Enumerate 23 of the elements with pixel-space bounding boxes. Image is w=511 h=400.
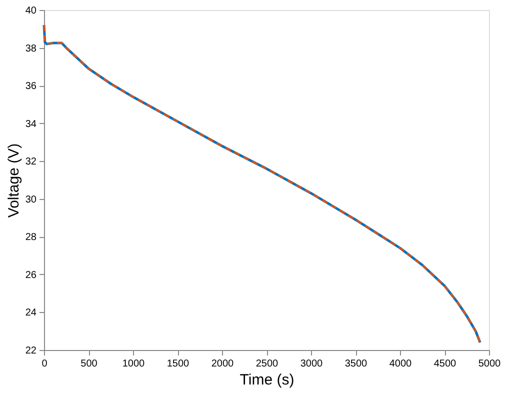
x-tick-label: 0: [42, 358, 48, 370]
x-tick-label: 2000: [211, 358, 234, 370]
y-tick-label: 34: [25, 118, 37, 130]
y-tick-label: 22: [25, 346, 37, 356]
y-tick-label: 40: [25, 6, 37, 16]
x-tick-label: 4500: [434, 358, 457, 370]
y-tick-label: 26: [25, 270, 37, 281]
x-axis-title: Time (s): [240, 372, 294, 388]
y-tick-label: 30: [25, 194, 37, 206]
x-tick-label: 5000: [478, 358, 502, 370]
y-tick-label: 36: [25, 81, 37, 92]
x-tick-label: 1500: [166, 358, 190, 370]
x-tick-label: 1000: [122, 358, 146, 370]
x-tick-label: 4000: [389, 358, 412, 370]
x-tick-label: 3000: [300, 358, 324, 370]
x-tick-label: 2500: [256, 358, 279, 370]
y-tick-label: 24: [25, 308, 37, 319]
x-tick-label: 500: [80, 358, 98, 370]
y-tick-label: 28: [25, 232, 37, 244]
y-axis-title: Voltage (V): [5, 143, 22, 218]
y-tick-label: 32: [25, 156, 37, 168]
y-tick-label: 38: [25, 43, 37, 54]
x-tick-label: 3500: [344, 358, 368, 370]
